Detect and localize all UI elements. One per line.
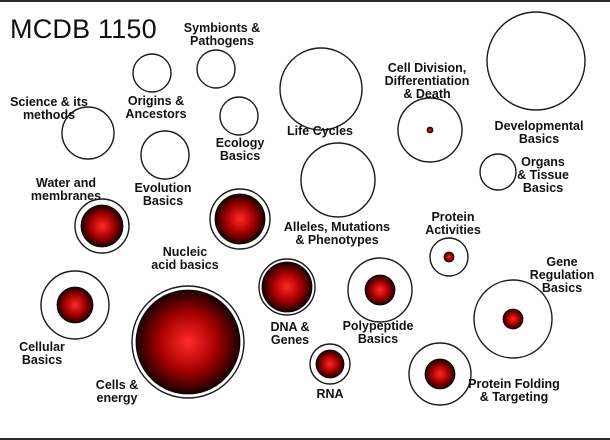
topic-label-alleles: Alleles, Mutations & Phenotypes (283, 220, 391, 247)
topic-core-cellular (56, 286, 94, 324)
topic-circle-evolution (140, 130, 190, 180)
topic-label-symbionts: Symbionts & Pathogens (183, 21, 261, 48)
topic-label-rna: RNA (316, 387, 344, 401)
topic-label-dna-genes: DNA & Genes (270, 320, 310, 347)
topic-circle-life-cycles (279, 47, 363, 131)
topic-label-developmental: Developmental Basics (494, 119, 584, 146)
topic-core-rna (315, 349, 345, 379)
topic-core-nucleic (214, 193, 266, 245)
topic-label-origins: Origins & Ancestors (125, 94, 187, 121)
topic-label-protein-folding: Protein Folding & Targeting (468, 377, 560, 404)
topic-core-protein-activities (443, 251, 455, 263)
topic-core-cells-energy (135, 289, 241, 395)
topic-circle-organs (479, 153, 517, 191)
topic-core-dna-genes (261, 261, 313, 313)
topic-label-gene-regulation: Gene Regulation Basics (529, 255, 595, 295)
topic-label-organs: Organs & Tissue Basics (517, 155, 569, 195)
topic-circle-developmental (486, 11, 586, 111)
topic-label-ecology: Ecology Basics (215, 136, 265, 163)
topic-label-protein-activities: Protein Activities (425, 210, 481, 237)
topic-label-water: Water and membranes (30, 176, 102, 203)
topic-circle-alleles (300, 142, 376, 218)
topic-circle-ecology (219, 96, 259, 136)
page-title: MCDB 1150 (10, 14, 157, 44)
topic-label-cell-division: Cell Division, Differentiation & Death (384, 61, 470, 101)
topic-label-life-cycles: Life Cycles (286, 124, 354, 138)
topic-label-evolution: Evolution Basics (134, 181, 192, 208)
topic-label-polypeptide: Polypeptide Basics (342, 319, 414, 346)
topic-label-science: Science & its methods (10, 95, 88, 122)
topic-circle-science (61, 106, 115, 160)
topic-label-cells-energy: Cells & energy (95, 378, 139, 405)
topic-core-polypeptide (364, 274, 396, 306)
topic-core-protein-folding (424, 358, 456, 390)
topic-label-nucleic: Nucleic acid basics (151, 245, 219, 272)
topic-circle-origins (132, 53, 172, 93)
topic-core-gene-regulation (502, 308, 524, 330)
topic-circle-symbionts (196, 49, 236, 89)
topic-core-cell-division (426, 126, 434, 134)
topic-label-cellular: Cellular Basics (19, 340, 65, 367)
topic-core-water (80, 204, 124, 248)
